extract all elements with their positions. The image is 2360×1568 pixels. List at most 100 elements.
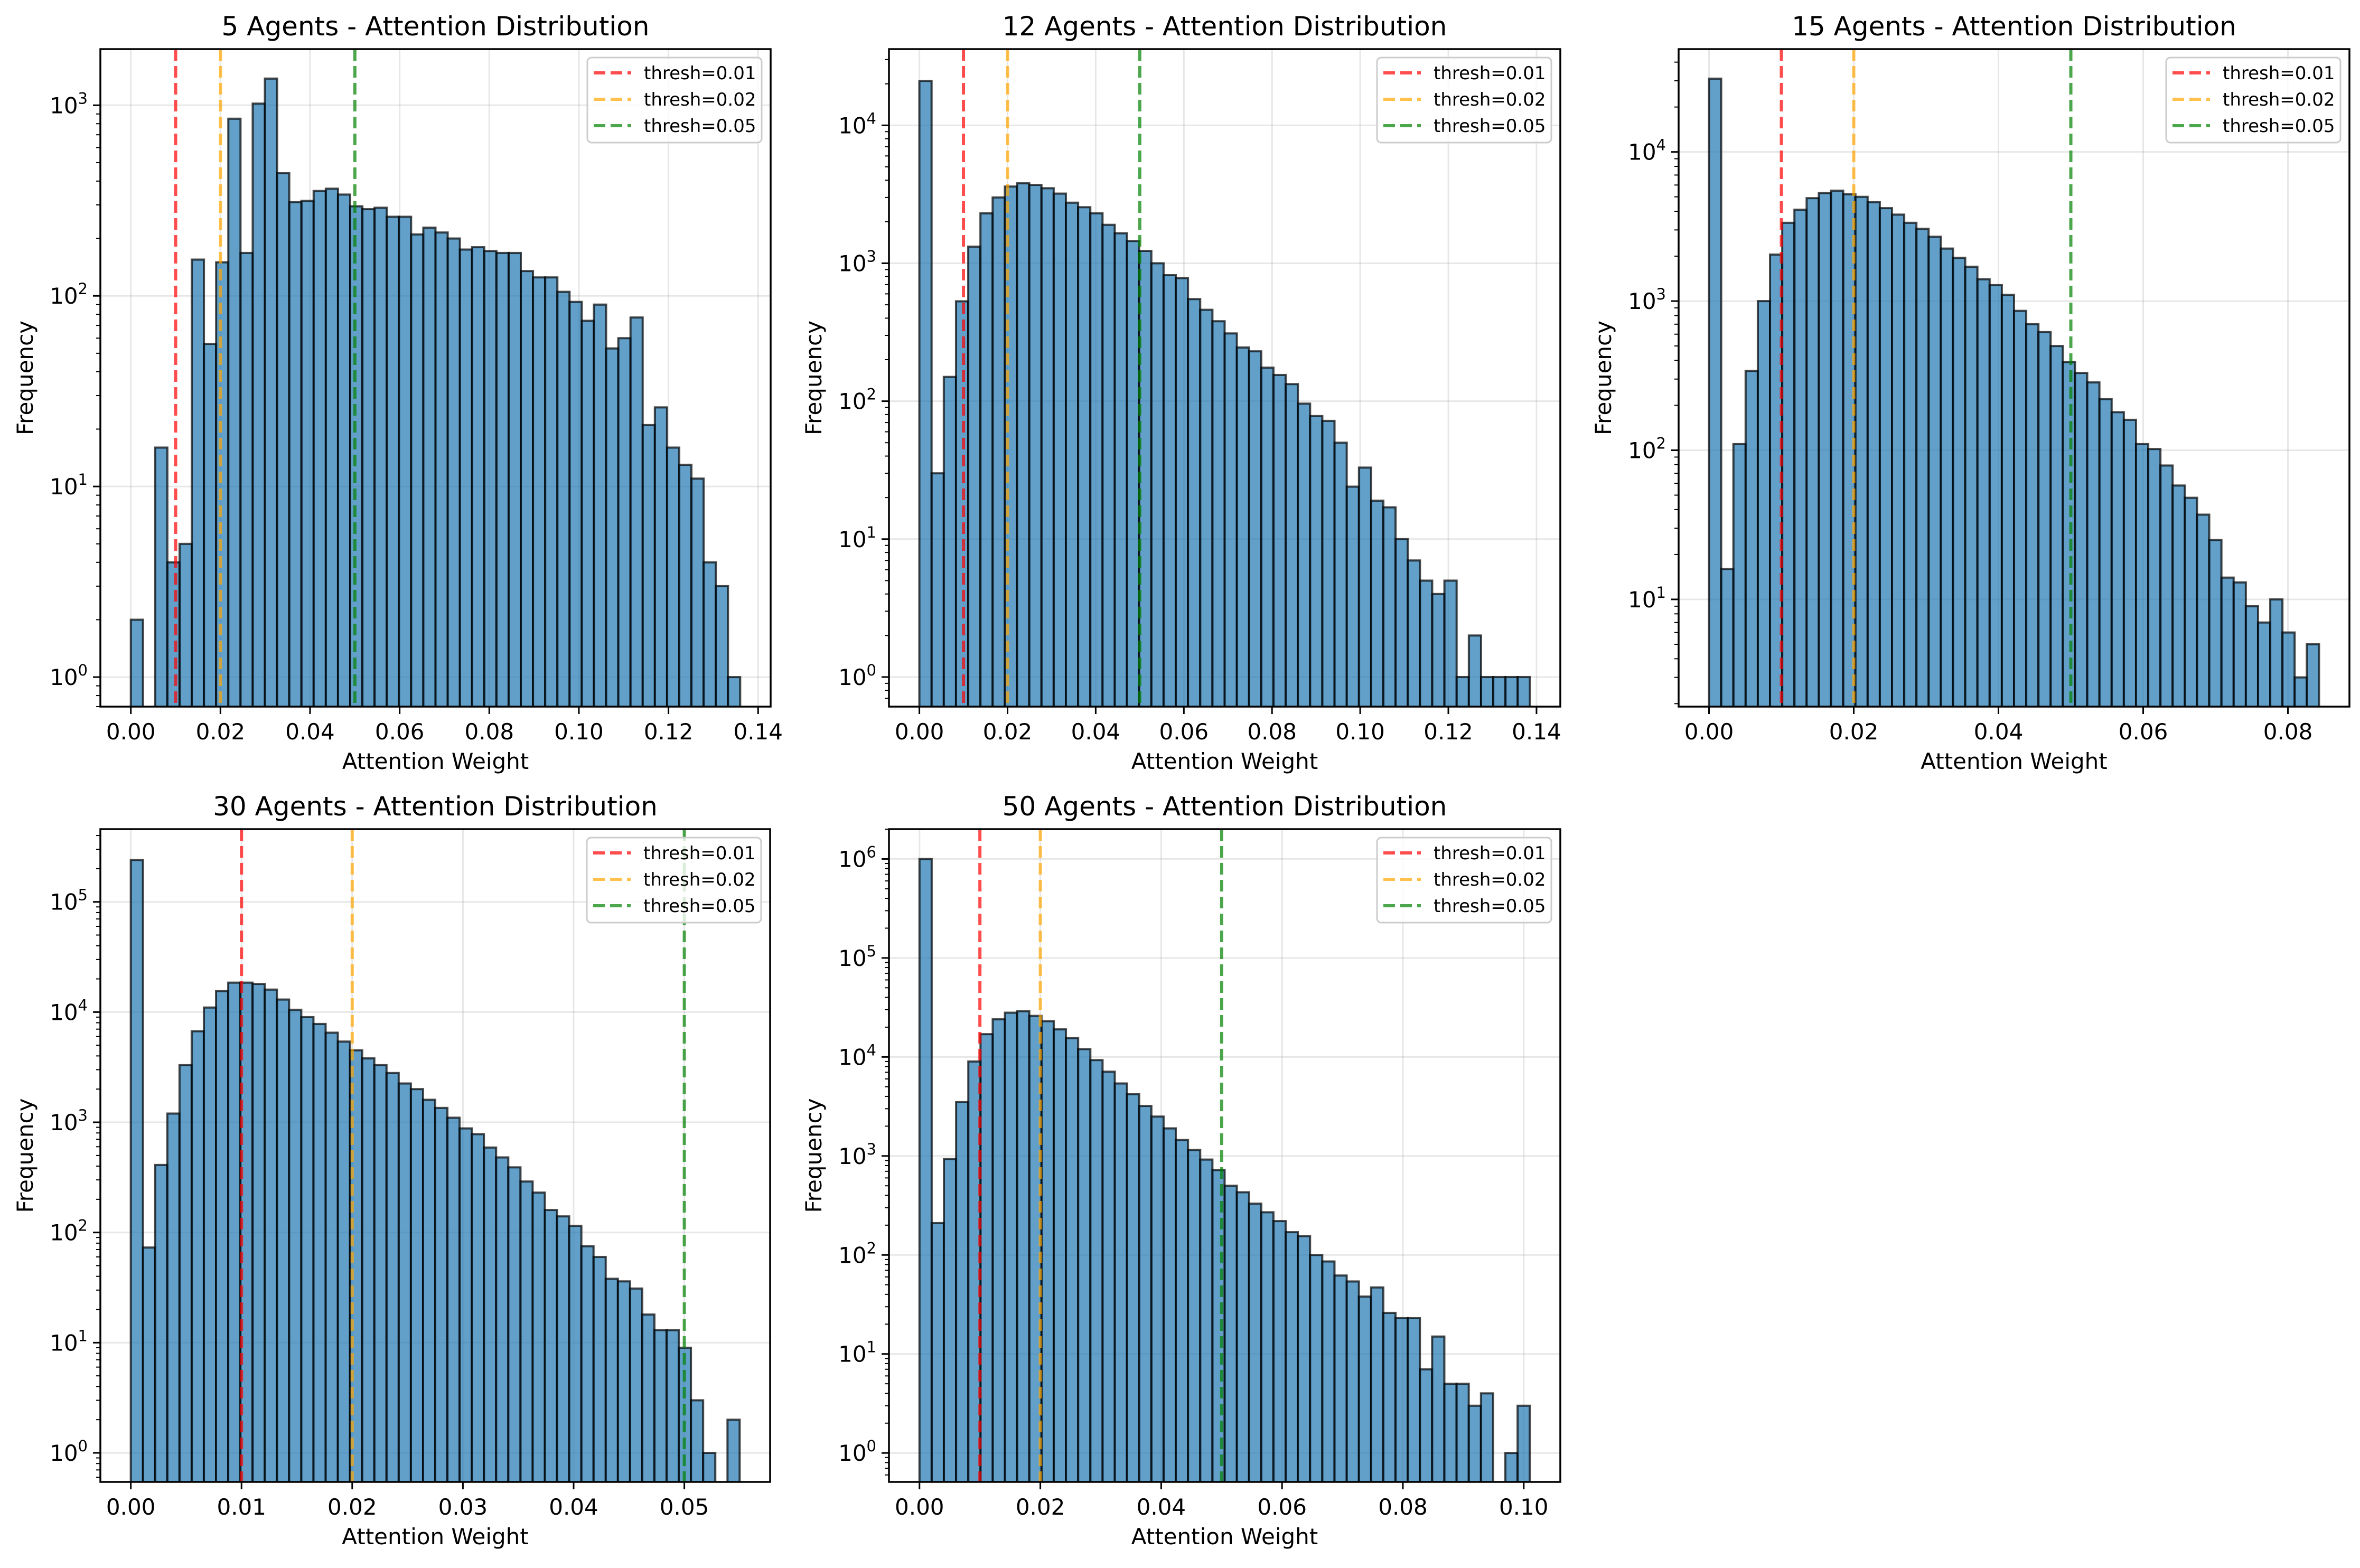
histogram-bar	[568, 301, 583, 707]
histogram-bar	[1720, 568, 1735, 707]
histogram-bar	[1321, 1260, 1336, 1482]
histogram-bar	[397, 1082, 412, 1482]
histogram-bar	[2208, 539, 2223, 707]
histogram-bar	[678, 464, 693, 707]
histogram-bar	[2220, 576, 2235, 707]
histogram-bar	[604, 1278, 619, 1482]
x-tick-label: 0.08	[465, 719, 514, 745]
histogram-bar	[409, 1088, 424, 1482]
histogram-bar	[690, 477, 705, 707]
histogram-bar	[617, 337, 632, 707]
histogram-bar	[446, 237, 461, 707]
x-tick-label: 0.04	[1974, 719, 2024, 745]
histogram-bar	[483, 250, 498, 707]
y-tick-label: 101	[50, 471, 88, 500]
bars	[918, 858, 1531, 1482]
y-tick-label: 102	[50, 280, 88, 309]
histogram-bar	[1976, 278, 1991, 707]
histogram-bar	[2306, 643, 2320, 707]
x-tick-label: 0.02	[1829, 719, 1879, 745]
histogram-bar	[1052, 192, 1067, 707]
histogram-bar	[1321, 419, 1336, 707]
chart-title: 15 Agents - Attention Distribution	[1792, 11, 2236, 42]
legend: thresh=0.01 thresh=0.02 thresh=0.05	[2165, 57, 2342, 144]
x-tick-label: 0.00	[106, 1494, 156, 1520]
histogram-bar	[1345, 1280, 1360, 1482]
histogram-bar	[1357, 466, 1372, 707]
histogram-bar	[336, 193, 351, 707]
histogram-bar	[544, 276, 559, 707]
histogram-bar	[1309, 415, 1324, 707]
x-axis-label: Attention Weight	[1921, 748, 2108, 774]
histogram-bar	[629, 316, 644, 707]
histogram-bar	[373, 206, 388, 707]
histogram-bar	[264, 988, 278, 1482]
histogram-bar	[2196, 513, 2211, 707]
histogram-bar	[336, 1040, 351, 1482]
legend-label: thresh=0.02	[643, 869, 755, 890]
x-tick-label: 0.00	[895, 1494, 944, 1520]
y-tick-label: 101	[1628, 584, 1666, 613]
y-axis-label: Frequency	[12, 1098, 38, 1213]
histogram-bar	[955, 1101, 970, 1482]
y-tick-label: 104	[838, 109, 876, 138]
x-tick-label: 0.06	[2119, 719, 2168, 745]
y-tick-label: 102	[838, 1239, 876, 1268]
histogram-bar	[386, 215, 400, 707]
histogram-bar	[324, 187, 339, 707]
histogram-bar	[2256, 621, 2272, 707]
histogram-bar	[215, 261, 230, 707]
bars	[129, 77, 742, 707]
histogram-bar	[520, 270, 535, 707]
y-axis-label: Frequency	[801, 321, 827, 435]
x-tick-label: 0.06	[375, 719, 425, 745]
histogram-bar	[2074, 372, 2089, 707]
histogram-bar	[2171, 484, 2186, 707]
histogram-bar	[1805, 197, 1820, 707]
histogram-bar	[592, 1255, 607, 1482]
x-tick-label: 0.10	[554, 719, 604, 745]
histogram-bar	[1272, 1220, 1287, 1482]
histogram-bar	[2134, 443, 2150, 707]
x-tick-label: 0.02	[1016, 1494, 1065, 1520]
x-tick-label: 0.08	[1378, 1494, 1428, 1520]
histogram-bar	[1285, 383, 1299, 707]
histogram-bar	[1248, 350, 1262, 707]
histogram-bar	[495, 251, 510, 707]
histogram-bar	[1150, 262, 1165, 707]
legend-label: thresh=0.05	[1434, 116, 1546, 137]
histogram-bar	[1272, 373, 1287, 707]
y-tick-label: 101	[50, 1327, 88, 1356]
histogram-bar	[458, 248, 473, 707]
histogram-bar	[568, 1225, 583, 1482]
histogram-bar	[1708, 77, 1722, 707]
histogram-bar	[1297, 402, 1312, 707]
histogram-bar	[1040, 187, 1055, 707]
histogram-bar	[1101, 223, 1116, 707]
legend-label: thresh=0.01	[1434, 63, 1546, 84]
histogram-bar	[1187, 298, 1202, 707]
histogram-bar	[507, 1166, 522, 1482]
histogram-bar	[276, 998, 291, 1482]
y-tick-label: 104	[838, 1041, 876, 1070]
bars	[1708, 77, 2320, 707]
histogram-bar	[410, 233, 425, 707]
histogram-bar	[458, 1127, 473, 1482]
histogram-bar	[942, 375, 957, 707]
histogram-bar	[2037, 331, 2052, 707]
histogram-bar	[1175, 277, 1190, 707]
axes-frame	[99, 48, 772, 708]
legend-box	[1376, 837, 1552, 924]
x-tick-label: 0.08	[1247, 719, 1297, 745]
histogram-bar	[1016, 182, 1031, 707]
y-tick-label: 100	[838, 1437, 876, 1466]
histogram-bar	[1455, 1383, 1470, 1482]
histogram-bar	[580, 320, 595, 707]
axes-frame	[888, 48, 1561, 708]
histogram-bar	[422, 227, 437, 707]
legend: thresh=0.01 thresh=0.02 thresh=0.05	[586, 57, 763, 144]
histogram-bar	[2086, 381, 2101, 707]
x-tick-label: 0.05	[660, 1494, 709, 1520]
histogram-bar	[1101, 1071, 1116, 1482]
